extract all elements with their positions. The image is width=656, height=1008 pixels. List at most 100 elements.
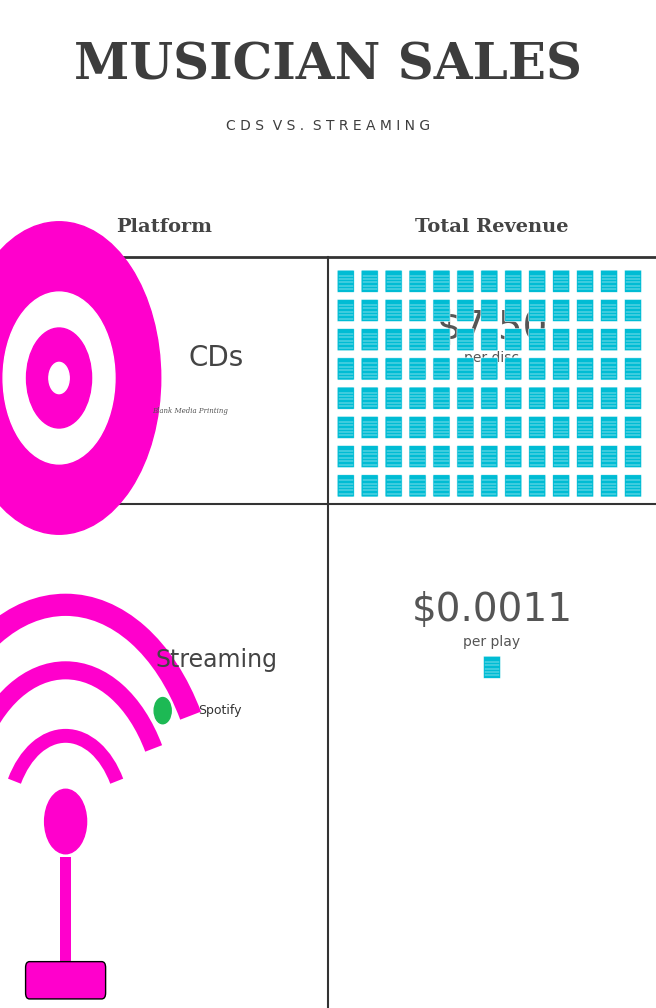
FancyBboxPatch shape xyxy=(601,416,618,438)
FancyBboxPatch shape xyxy=(481,270,498,292)
FancyBboxPatch shape xyxy=(577,446,594,468)
FancyBboxPatch shape xyxy=(577,299,594,322)
FancyBboxPatch shape xyxy=(361,416,378,438)
FancyBboxPatch shape xyxy=(529,475,546,497)
FancyBboxPatch shape xyxy=(505,358,522,380)
Text: Blank Media Printing: Blank Media Printing xyxy=(152,407,228,415)
FancyBboxPatch shape xyxy=(457,446,474,468)
FancyBboxPatch shape xyxy=(483,656,501,678)
Circle shape xyxy=(26,328,92,428)
FancyBboxPatch shape xyxy=(433,416,450,438)
FancyBboxPatch shape xyxy=(433,270,450,292)
Circle shape xyxy=(45,789,87,854)
Bar xyxy=(60,857,71,978)
FancyBboxPatch shape xyxy=(337,358,354,380)
FancyBboxPatch shape xyxy=(577,387,594,409)
FancyBboxPatch shape xyxy=(457,299,474,322)
FancyBboxPatch shape xyxy=(433,358,450,380)
FancyBboxPatch shape xyxy=(481,329,498,351)
FancyBboxPatch shape xyxy=(361,270,378,292)
FancyBboxPatch shape xyxy=(385,446,402,468)
FancyBboxPatch shape xyxy=(457,329,474,351)
FancyBboxPatch shape xyxy=(361,299,378,322)
Circle shape xyxy=(49,363,70,394)
FancyBboxPatch shape xyxy=(337,329,354,351)
FancyBboxPatch shape xyxy=(457,270,474,292)
FancyBboxPatch shape xyxy=(337,416,354,438)
FancyBboxPatch shape xyxy=(385,299,402,322)
Text: Platform: Platform xyxy=(116,218,212,236)
FancyBboxPatch shape xyxy=(505,329,522,351)
FancyBboxPatch shape xyxy=(361,329,378,351)
FancyBboxPatch shape xyxy=(505,416,522,438)
Text: Spotify: Spotify xyxy=(198,705,241,717)
Circle shape xyxy=(3,292,115,464)
FancyBboxPatch shape xyxy=(625,299,642,322)
FancyBboxPatch shape xyxy=(577,358,594,380)
FancyBboxPatch shape xyxy=(552,475,569,497)
FancyBboxPatch shape xyxy=(337,446,354,468)
FancyBboxPatch shape xyxy=(601,446,618,468)
FancyBboxPatch shape xyxy=(337,475,354,497)
FancyBboxPatch shape xyxy=(361,475,378,497)
FancyBboxPatch shape xyxy=(433,475,450,497)
Text: $7.50: $7.50 xyxy=(436,308,548,347)
FancyBboxPatch shape xyxy=(409,475,426,497)
FancyBboxPatch shape xyxy=(361,358,378,380)
FancyBboxPatch shape xyxy=(505,299,522,322)
FancyBboxPatch shape xyxy=(481,475,498,497)
FancyBboxPatch shape xyxy=(409,329,426,351)
Text: Streaming: Streaming xyxy=(155,648,277,672)
FancyBboxPatch shape xyxy=(577,475,594,497)
FancyBboxPatch shape xyxy=(552,329,569,351)
FancyBboxPatch shape xyxy=(505,387,522,409)
Text: per play: per play xyxy=(463,635,521,649)
FancyBboxPatch shape xyxy=(505,475,522,497)
FancyBboxPatch shape xyxy=(601,299,618,322)
FancyBboxPatch shape xyxy=(409,446,426,468)
FancyBboxPatch shape xyxy=(457,416,474,438)
FancyBboxPatch shape xyxy=(625,446,642,468)
FancyBboxPatch shape xyxy=(625,475,642,497)
FancyBboxPatch shape xyxy=(625,270,642,292)
Circle shape xyxy=(154,698,171,724)
FancyBboxPatch shape xyxy=(457,387,474,409)
FancyBboxPatch shape xyxy=(601,387,618,409)
FancyBboxPatch shape xyxy=(481,416,498,438)
Text: per disc: per disc xyxy=(464,351,520,365)
FancyBboxPatch shape xyxy=(552,446,569,468)
FancyBboxPatch shape xyxy=(625,416,642,438)
FancyBboxPatch shape xyxy=(385,387,402,409)
FancyBboxPatch shape xyxy=(481,299,498,322)
Text: Total Revenue: Total Revenue xyxy=(415,218,569,236)
FancyBboxPatch shape xyxy=(433,329,450,351)
FancyBboxPatch shape xyxy=(457,358,474,380)
FancyBboxPatch shape xyxy=(529,358,546,380)
Text: MUSICIAN SALES: MUSICIAN SALES xyxy=(74,41,582,90)
FancyBboxPatch shape xyxy=(409,358,426,380)
FancyBboxPatch shape xyxy=(457,475,474,497)
FancyBboxPatch shape xyxy=(337,270,354,292)
FancyBboxPatch shape xyxy=(577,416,594,438)
FancyBboxPatch shape xyxy=(385,270,402,292)
FancyBboxPatch shape xyxy=(552,299,569,322)
FancyBboxPatch shape xyxy=(481,387,498,409)
FancyBboxPatch shape xyxy=(481,358,498,380)
FancyBboxPatch shape xyxy=(552,416,569,438)
FancyBboxPatch shape xyxy=(385,416,402,438)
FancyBboxPatch shape xyxy=(529,270,546,292)
FancyBboxPatch shape xyxy=(505,446,522,468)
FancyBboxPatch shape xyxy=(601,270,618,292)
FancyBboxPatch shape xyxy=(433,299,450,322)
FancyBboxPatch shape xyxy=(529,416,546,438)
FancyBboxPatch shape xyxy=(529,329,546,351)
FancyBboxPatch shape xyxy=(552,358,569,380)
FancyBboxPatch shape xyxy=(385,329,402,351)
FancyBboxPatch shape xyxy=(529,387,546,409)
FancyBboxPatch shape xyxy=(625,329,642,351)
FancyBboxPatch shape xyxy=(505,270,522,292)
Text: C D S  V S .  S T R E A M I N G: C D S V S . S T R E A M I N G xyxy=(226,119,430,133)
FancyBboxPatch shape xyxy=(337,299,354,322)
Circle shape xyxy=(0,222,161,534)
Text: CDs: CDs xyxy=(189,344,244,372)
